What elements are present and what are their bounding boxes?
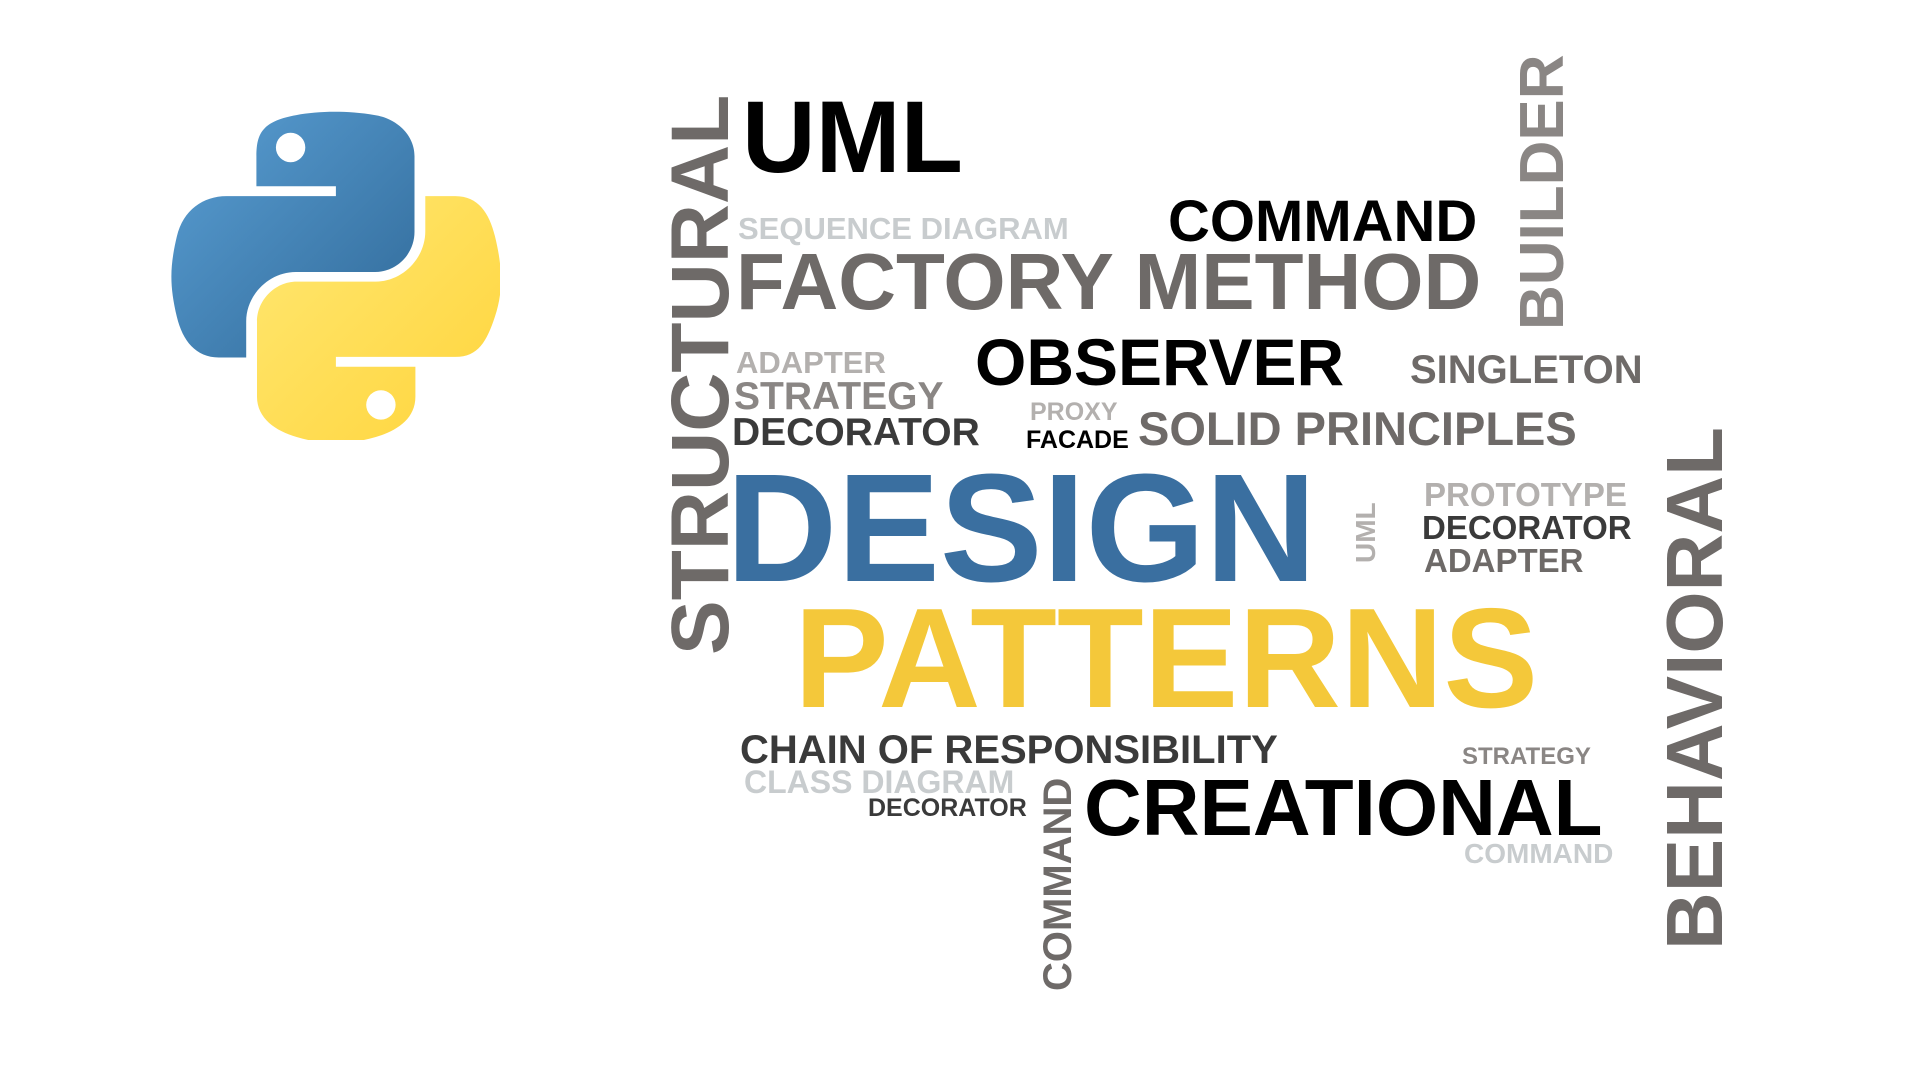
word-proxy: PROXY — [1030, 398, 1118, 426]
word-adapter-top: ADAPTER — [736, 345, 886, 380]
word-strategy-top: STRATEGY — [734, 375, 944, 418]
word-command-vertical: COMMAND — [1036, 777, 1080, 991]
word-command-top: COMMAND — [1168, 189, 1478, 254]
word-observer: OBSERVER — [975, 325, 1345, 399]
python-logo-yellow-eye — [366, 390, 396, 420]
word-factory-method: FACTORY METHOD — [736, 237, 1482, 326]
word-strategy-bottom: STRATEGY — [1462, 743, 1591, 770]
word-uml-small: UML — [1350, 502, 1381, 563]
word-decorator-right: DECORATOR — [1422, 509, 1632, 546]
word-singleton: SINGLETON — [1410, 348, 1643, 392]
python-logo-blue-eye — [275, 132, 306, 163]
word-decorator-bottom: DECORATOR — [868, 794, 1027, 822]
python-logo-blue-snake — [171, 111, 415, 358]
word-behavioral: BEHAVIORAL — [1650, 427, 1739, 950]
word-design: DESIGN — [726, 442, 1317, 614]
word-patterns: PATTERNS — [794, 579, 1539, 738]
word-creational: CREATIONAL — [1084, 763, 1603, 852]
word-solid-principles: SOLID PRINCIPLES — [1138, 402, 1577, 455]
word-command-bottom: COMMAND — [1464, 838, 1614, 869]
word-uml-top: UML — [742, 80, 963, 194]
python-logo — [171, 111, 500, 440]
word-facade: FACADE — [1026, 426, 1129, 454]
word-sequence-diagram: SEQUENCE DIAGRAM — [738, 211, 1069, 246]
word-decorator-left: DECORATOR — [732, 411, 980, 454]
python-logo-yellow-snake — [257, 196, 500, 440]
word-chain-of-responsibility: CHAIN OF RESPONSIBILITY — [740, 728, 1278, 772]
word-class-diagram: CLASS DIAGRAM — [744, 764, 1015, 800]
word-adapter-right: ADAPTER — [1424, 542, 1584, 579]
word-prototype: PROTOTYPE — [1424, 476, 1627, 513]
word-builder: BUILDER — [1508, 54, 1577, 330]
